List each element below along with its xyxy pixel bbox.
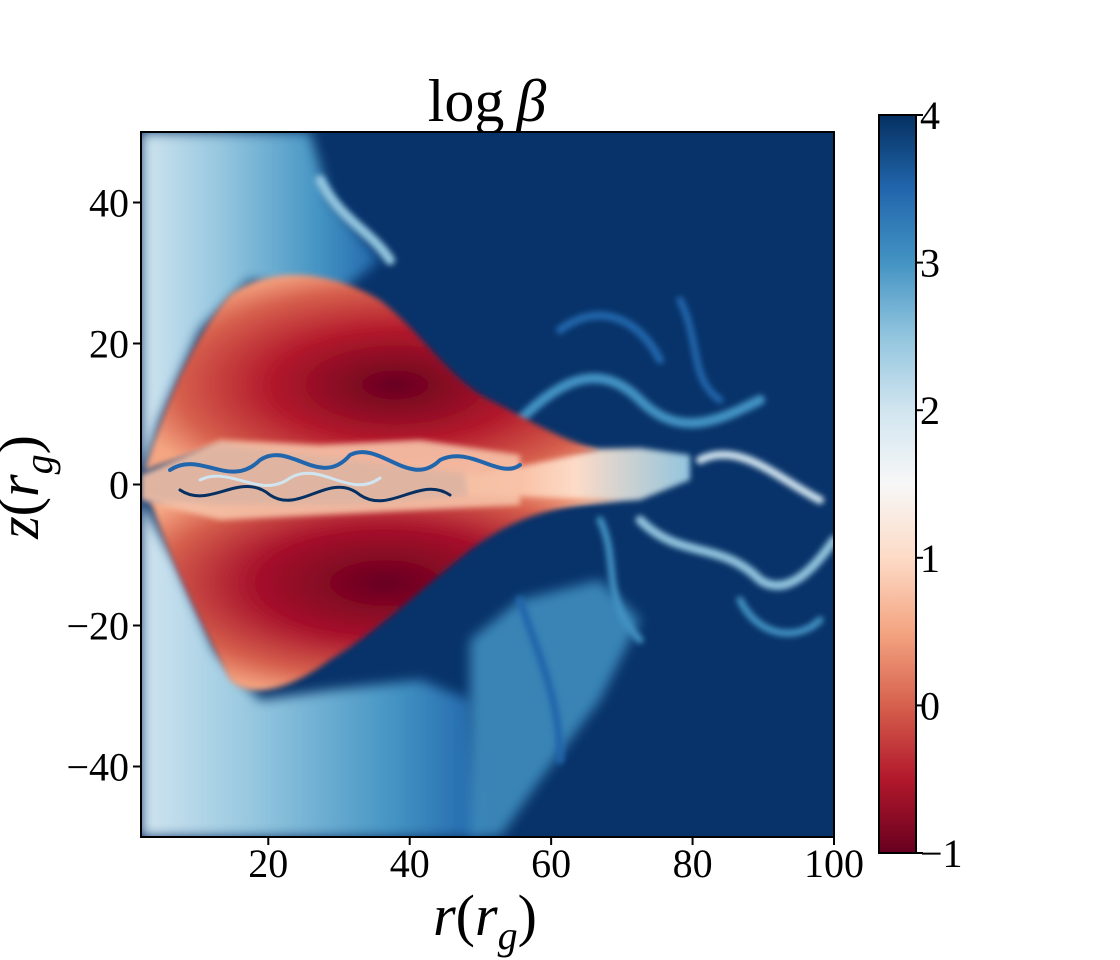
colorbar-tick-label: 3 <box>920 241 940 286</box>
colorbar-tick-label: 0 <box>920 683 940 728</box>
x-axis-ticks: 20 40 60 80 100 <box>248 837 864 886</box>
heatmap-field <box>141 132 834 837</box>
corona-lower-region <box>141 500 480 837</box>
filaments <box>315 175 834 764</box>
colorbar-tick-label: 2 <box>920 388 940 433</box>
colorbar-tick-label: 4 <box>920 93 940 138</box>
x-tick-label: 20 <box>248 841 288 886</box>
y-tick-label: 40 <box>89 181 129 226</box>
colorbar-ticks: 4 3 2 1 0 −1 <box>916 93 963 876</box>
x-tick-label: 100 <box>804 841 864 886</box>
x-axis-label: r(rg) <box>433 883 537 958</box>
y-tick-label: 20 <box>89 322 129 367</box>
midplane-disk-region <box>141 440 520 520</box>
x-tick-label: 80 <box>673 841 713 886</box>
x-tick-label: 60 <box>531 841 571 886</box>
y-axis-label: z(rg) <box>0 435 61 540</box>
colorbar-tick-label: 1 <box>920 536 940 581</box>
y-tick-label: −20 <box>66 604 129 649</box>
x-tick-label: 40 <box>390 841 430 886</box>
colorbar <box>878 114 917 854</box>
y-tick-label: −40 <box>66 745 129 790</box>
lobe-upper-region <box>145 274 600 475</box>
y-tick-label: 0 <box>109 463 129 508</box>
lobe-lower-region <box>150 495 620 691</box>
colorbar-tick-label: −1 <box>920 831 963 876</box>
y-axis-ticks: 40 20 0 −20 −40 <box>66 181 141 790</box>
chart-title: log β <box>428 68 547 134</box>
midplane-turbulence <box>168 450 522 503</box>
corona-left-region <box>141 132 380 480</box>
